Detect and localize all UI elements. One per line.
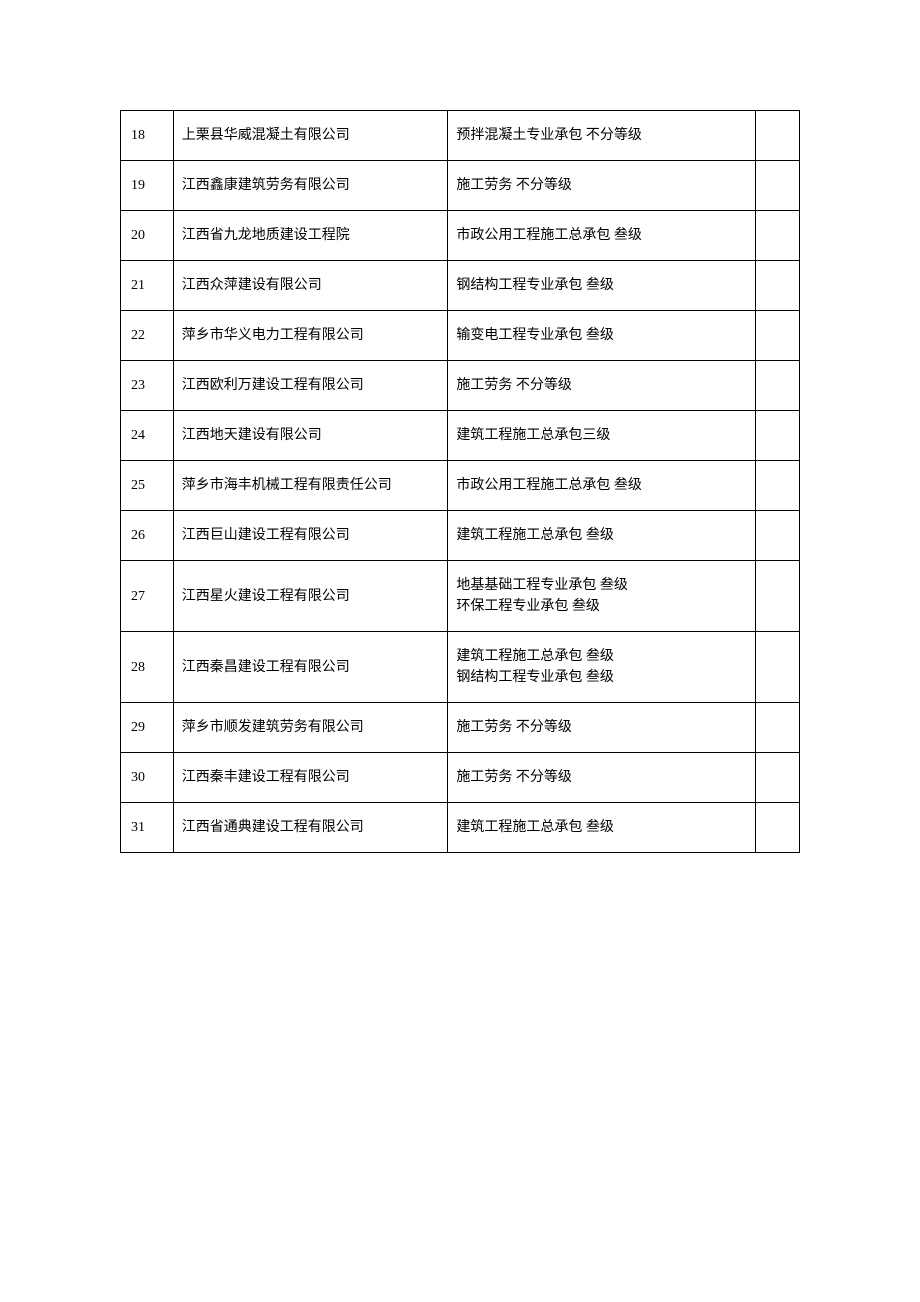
cell-qualification: 预拌混凝土专业承包 不分等级 — [448, 111, 756, 161]
cell-num: 31 — [121, 803, 174, 853]
cell-qualification: 建筑工程施工总承包三级 — [448, 411, 756, 461]
cell-company: 江西鑫康建筑劳务有限公司 — [173, 161, 448, 211]
cell-note — [756, 211, 800, 261]
cell-note — [756, 703, 800, 753]
table-row: 19江西鑫康建筑劳务有限公司施工劳务 不分等级 — [121, 161, 800, 211]
cell-company: 江西众萍建设有限公司 — [173, 261, 448, 311]
table-row: 29萍乡市顺发建筑劳务有限公司施工劳务 不分等级 — [121, 703, 800, 753]
cell-num: 19 — [121, 161, 174, 211]
cell-num: 30 — [121, 753, 174, 803]
table-row: 30江西秦丰建设工程有限公司施工劳务 不分等级 — [121, 753, 800, 803]
cell-qualification: 施工劳务 不分等级 — [448, 361, 756, 411]
table-row: 23江西欧利万建设工程有限公司施工劳务 不分等级 — [121, 361, 800, 411]
cell-qualification: 建筑工程施工总承包 叁级钢结构工程专业承包 叁级 — [448, 632, 756, 703]
cell-num: 23 — [121, 361, 174, 411]
cell-num: 22 — [121, 311, 174, 361]
cell-note — [756, 161, 800, 211]
cell-num: 20 — [121, 211, 174, 261]
qualification-table: 18上栗县华威混凝土有限公司预拌混凝土专业承包 不分等级19江西鑫康建筑劳务有限… — [120, 110, 800, 853]
cell-qualification: 市政公用工程施工总承包 叁级 — [448, 211, 756, 261]
cell-company: 萍乡市顺发建筑劳务有限公司 — [173, 703, 448, 753]
table-body: 18上栗县华威混凝土有限公司预拌混凝土专业承包 不分等级19江西鑫康建筑劳务有限… — [121, 111, 800, 853]
cell-company: 江西欧利万建设工程有限公司 — [173, 361, 448, 411]
cell-company: 江西星火建设工程有限公司 — [173, 561, 448, 632]
cell-note — [756, 361, 800, 411]
cell-num: 21 — [121, 261, 174, 311]
table-row: 24江西地天建设有限公司建筑工程施工总承包三级 — [121, 411, 800, 461]
cell-num: 18 — [121, 111, 174, 161]
cell-note — [756, 803, 800, 853]
cell-qualification: 施工劳务 不分等级 — [448, 161, 756, 211]
cell-company: 江西省通典建设工程有限公司 — [173, 803, 448, 853]
table-row: 26江西巨山建设工程有限公司建筑工程施工总承包 叁级 — [121, 511, 800, 561]
cell-note — [756, 461, 800, 511]
cell-qualification: 建筑工程施工总承包 叁级 — [448, 803, 756, 853]
cell-qualification: 钢结构工程专业承包 叁级 — [448, 261, 756, 311]
cell-note — [756, 561, 800, 632]
table-row: 20江西省九龙地质建设工程院市政公用工程施工总承包 叁级 — [121, 211, 800, 261]
cell-qualification: 市政公用工程施工总承包 叁级 — [448, 461, 756, 511]
cell-note — [756, 261, 800, 311]
cell-qualification: 施工劳务 不分等级 — [448, 703, 756, 753]
cell-num: 25 — [121, 461, 174, 511]
table-row: 18上栗县华威混凝土有限公司预拌混凝土专业承包 不分等级 — [121, 111, 800, 161]
cell-qualification: 地基基础工程专业承包 叁级环保工程专业承包 叁级 — [448, 561, 756, 632]
table-row: 27江西星火建设工程有限公司地基基础工程专业承包 叁级环保工程专业承包 叁级 — [121, 561, 800, 632]
cell-qualification: 建筑工程施工总承包 叁级 — [448, 511, 756, 561]
cell-qualification: 输变电工程专业承包 叁级 — [448, 311, 756, 361]
table-row: 31江西省通典建设工程有限公司建筑工程施工总承包 叁级 — [121, 803, 800, 853]
cell-company: 上栗县华威混凝土有限公司 — [173, 111, 448, 161]
cell-note — [756, 411, 800, 461]
cell-note — [756, 511, 800, 561]
cell-company: 萍乡市华义电力工程有限公司 — [173, 311, 448, 361]
table-row: 25萍乡市海丰机械工程有限责任公司市政公用工程施工总承包 叁级 — [121, 461, 800, 511]
cell-company: 江西地天建设有限公司 — [173, 411, 448, 461]
table-row: 22萍乡市华义电力工程有限公司输变电工程专业承包 叁级 — [121, 311, 800, 361]
table-row: 28江西秦昌建设工程有限公司建筑工程施工总承包 叁级钢结构工程专业承包 叁级 — [121, 632, 800, 703]
cell-company: 江西巨山建设工程有限公司 — [173, 511, 448, 561]
cell-qualification: 施工劳务 不分等级 — [448, 753, 756, 803]
cell-note — [756, 632, 800, 703]
cell-company: 江西秦昌建设工程有限公司 — [173, 632, 448, 703]
cell-company: 江西秦丰建设工程有限公司 — [173, 753, 448, 803]
cell-num: 27 — [121, 561, 174, 632]
cell-note — [756, 111, 800, 161]
cell-num: 29 — [121, 703, 174, 753]
cell-num: 28 — [121, 632, 174, 703]
cell-company: 江西省九龙地质建设工程院 — [173, 211, 448, 261]
cell-note — [756, 311, 800, 361]
cell-note — [756, 753, 800, 803]
cell-num: 24 — [121, 411, 174, 461]
table-row: 21江西众萍建设有限公司钢结构工程专业承包 叁级 — [121, 261, 800, 311]
cell-num: 26 — [121, 511, 174, 561]
cell-company: 萍乡市海丰机械工程有限责任公司 — [173, 461, 448, 511]
